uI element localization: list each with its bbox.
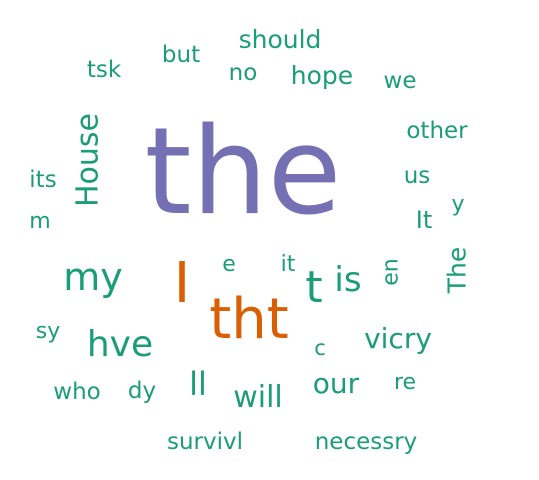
- word-re: re: [394, 370, 416, 395]
- word-tsk: tsk: [87, 57, 122, 83]
- word-c: c: [314, 336, 326, 360]
- word-its: its: [29, 167, 56, 193]
- word-we: we: [384, 68, 417, 94]
- word-the: the: [145, 103, 342, 242]
- word-the-capital: The: [443, 247, 472, 295]
- word-us: us: [404, 163, 431, 189]
- word-hve: hve: [87, 324, 153, 365]
- word-t: t: [305, 262, 322, 313]
- word-our: our: [313, 367, 360, 400]
- word-m: m: [29, 209, 50, 234]
- word-is: is: [334, 260, 361, 300]
- word-other: other: [406, 118, 468, 144]
- word-but: but: [162, 42, 200, 68]
- word-necessry: necessry: [315, 429, 418, 455]
- word-no: no: [229, 60, 258, 86]
- word-survivl: survivl: [167, 429, 243, 455]
- word-will: will: [233, 380, 283, 415]
- word-it: it: [281, 252, 296, 277]
- word-ll: ll: [189, 365, 207, 403]
- word-y: y: [451, 192, 464, 217]
- word-should: should: [239, 25, 322, 54]
- word-it-capital: It: [416, 206, 433, 234]
- word-my: my: [63, 255, 123, 299]
- word-tht: tht: [209, 287, 288, 352]
- word-e: e: [222, 252, 236, 277]
- word-hope: hope: [291, 61, 353, 90]
- word-house: House: [71, 113, 106, 207]
- word-i: I: [174, 251, 191, 316]
- word-en: en: [379, 258, 404, 285]
- word-dy: dy: [128, 378, 156, 404]
- word-who: who: [53, 379, 100, 405]
- word-vicry: vicry: [364, 322, 432, 355]
- word-sy: sy: [36, 319, 60, 344]
